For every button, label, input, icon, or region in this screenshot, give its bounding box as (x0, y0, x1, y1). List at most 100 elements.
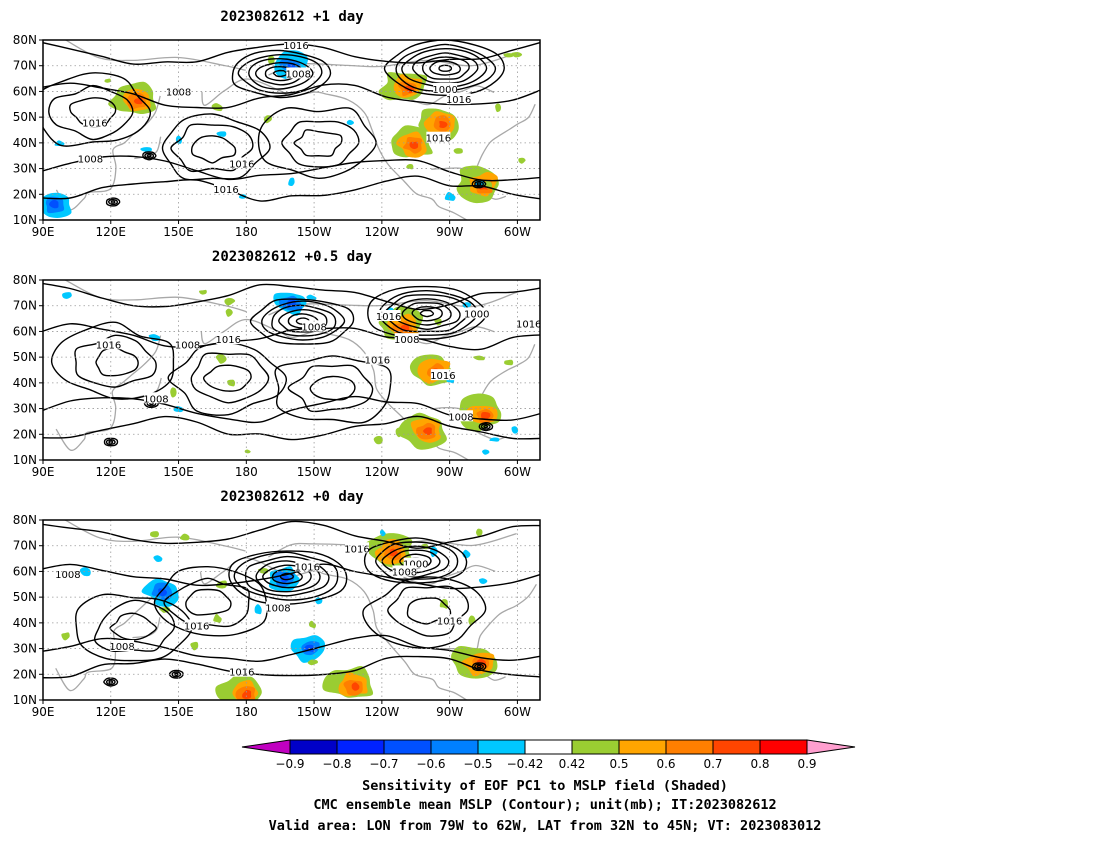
lat-tick-label: 80N (13, 33, 37, 47)
contour-label-bg (426, 131, 451, 143)
shade-speck-negative (444, 191, 456, 201)
colorbar-box (759, 739, 808, 755)
lon-tick-label: 90W (436, 465, 463, 479)
isobar-low (272, 69, 288, 78)
shade-speck-positive (373, 436, 383, 445)
contour-label: 1008 (392, 567, 417, 578)
contour-label: 1016 (82, 118, 107, 129)
shade-speck-negative (79, 567, 91, 577)
contour-label-bg (110, 640, 135, 651)
contour-label: 1008 (265, 603, 290, 614)
contour-label: 1008 (175, 340, 200, 351)
coastline-segment (64, 40, 246, 71)
isobar-zonal (43, 634, 540, 662)
colorbar-box (430, 739, 479, 755)
isobar-low (401, 302, 452, 326)
colorbar-tick-label: 0.6 (656, 757, 675, 771)
isobar-low (261, 300, 346, 341)
map-panel-0: 2023082612 +1 day 1016 1008 1008 1016 1008 101… (13, 9, 541, 239)
colorbar-box (524, 739, 573, 755)
coastline-segment (199, 557, 468, 700)
contour-label-bg (284, 40, 309, 51)
shade-speck-negative (140, 147, 152, 152)
contour-label-bg (446, 93, 471, 105)
isobar-low (248, 57, 314, 90)
shade-speck-positive (61, 632, 70, 641)
shade-speck-positive (267, 55, 275, 65)
shade-level-0.8 (242, 689, 252, 699)
shade-speck-positive (395, 427, 404, 438)
contour-label: 1008 (78, 154, 103, 165)
isobar-high (74, 334, 157, 388)
isobar-low (249, 298, 355, 345)
contour-label-bg (433, 82, 458, 94)
lat-tick-label: 20N (13, 427, 37, 441)
coastline-segment (64, 520, 246, 552)
isobar-low (105, 438, 116, 446)
lat-tick-label: 40N (13, 376, 37, 390)
lat-tick-label: 70N (13, 539, 37, 553)
gridlines (43, 40, 540, 220)
isobar-low (476, 182, 482, 186)
coastline-segment (132, 617, 161, 639)
lon-tick-label: 60W (504, 705, 531, 719)
colorbar: −0.9 −0.8 −0.7 −0.6 −0.5 −0.42 0.42 0.5 0.6 0.7 0.… (241, 739, 856, 771)
isobar-high (293, 129, 343, 157)
contour-label: 1016 (446, 95, 471, 106)
lat-tick-label: 60N (13, 564, 37, 578)
caption-line-1: Sensitivity of EOF PC1 to MSLP field (Sh… (362, 778, 728, 794)
shade-speck-positive (504, 359, 514, 366)
contour-label-bg (96, 338, 121, 350)
isobar-zonal (43, 563, 540, 590)
shade-level-0.8 (389, 548, 398, 557)
isobar-high (281, 120, 360, 168)
shade-speck-negative (62, 292, 72, 299)
lon-tick-label: 120W (364, 705, 399, 719)
shade-level-0.8 (409, 141, 419, 150)
lon-tick-label: 150E (163, 465, 194, 479)
lon-tick-label: 60W (504, 465, 531, 479)
isobar-low (421, 56, 470, 80)
isobar-low (419, 309, 435, 318)
isobar-low (237, 53, 323, 94)
shade-speck-positive (473, 355, 485, 361)
contour-label: 1008 (301, 322, 326, 333)
shade-level-0.8 (481, 411, 491, 420)
isobar-high (190, 352, 270, 404)
colorbar-box (289, 739, 338, 755)
shade-speck-positive (211, 103, 223, 112)
shade-speck-positive (511, 52, 523, 58)
contour-label: 1008 (55, 570, 80, 581)
lon-tick-label: 90W (436, 225, 463, 239)
shade-speck-positive (215, 353, 227, 364)
colorbar-box (383, 739, 432, 755)
lat-tick-label: 80N (13, 273, 37, 287)
lat-tick-label: 40N (13, 616, 37, 630)
shade-speck-positive (150, 531, 160, 538)
contour-label: 1008 (109, 642, 134, 653)
shade-speck-positive (190, 641, 199, 651)
lon-tick-label: 150E (163, 225, 194, 239)
lat-tick-label: 20N (13, 667, 37, 681)
colorbar-tick-label: −0.5 (463, 757, 492, 771)
shade-speck-positive (199, 289, 207, 295)
contour-label-bg (175, 338, 200, 350)
lon-tick-label: 150W (297, 465, 332, 479)
lon-tick-label: 90W (436, 705, 463, 719)
colorbar-box (618, 739, 667, 755)
isobar-zonal (43, 282, 540, 311)
isobar-low (480, 423, 491, 430)
caption-line-2: CMC ensemble mean MSLP (Contour); unit(m… (313, 797, 776, 813)
contour-label: 1000 (432, 85, 457, 96)
isobar-high (387, 585, 470, 637)
lat-tick-label: 30N (13, 642, 37, 656)
colorbar-tick-label: −0.9 (275, 757, 304, 771)
colorbar-tick-label: −0.7 (369, 757, 398, 771)
isobar-zonal (43, 520, 540, 549)
contour-label: 1016 (295, 562, 320, 573)
shade-speck-negative (482, 449, 490, 455)
contour-label-bg (229, 665, 254, 677)
contour-label: 1016 (283, 41, 308, 52)
isobar-high (362, 576, 487, 649)
